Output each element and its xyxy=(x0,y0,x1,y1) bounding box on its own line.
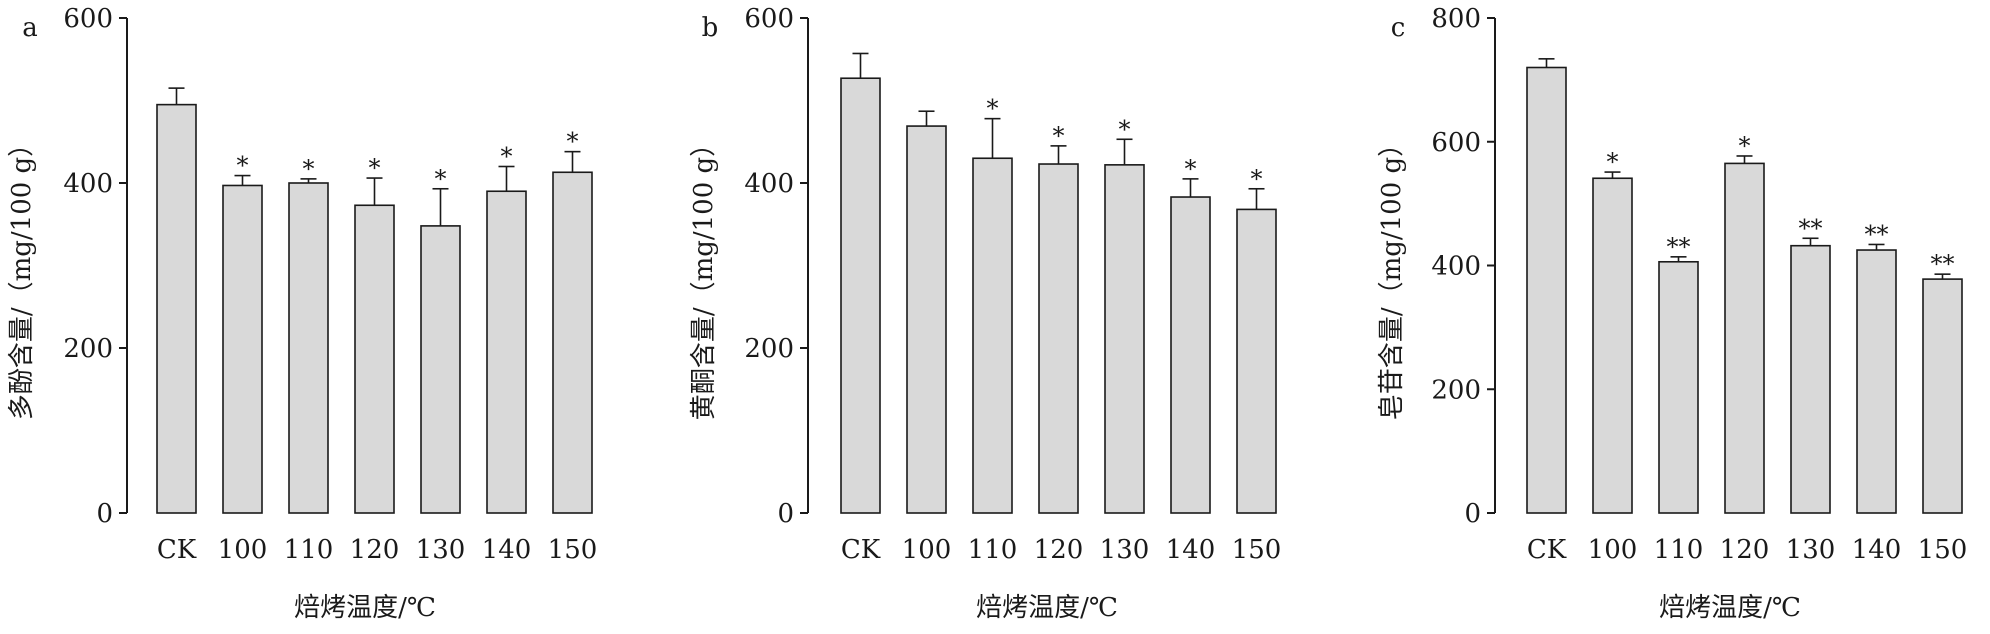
significance-marker: ** xyxy=(1799,214,1823,242)
x-tick-label: 130 xyxy=(416,535,466,565)
x-tick-label: 150 xyxy=(548,535,598,565)
x-tick-label: 140 xyxy=(1166,535,1216,565)
significance-marker: * xyxy=(567,128,579,156)
bar xyxy=(1724,162,1765,514)
bar xyxy=(840,77,881,514)
x-tick-label: 100 xyxy=(1588,535,1638,565)
significance-marker: * xyxy=(369,154,381,182)
y-tick-label: 200 xyxy=(1431,375,1481,405)
bar xyxy=(222,184,263,514)
significance-marker: * xyxy=(1607,148,1619,176)
bar xyxy=(1104,164,1145,514)
y-tick-label: 0 xyxy=(777,499,794,529)
significance-marker: * xyxy=(435,165,447,193)
significance-marker: * xyxy=(1119,115,1131,143)
x-tick-label: 110 xyxy=(968,535,1018,565)
x-tick-label: 140 xyxy=(1852,535,1902,565)
significance-marker: * xyxy=(303,155,315,183)
significance-marker: * xyxy=(1053,122,1065,150)
panel-a: a 0 200 400 600 CK * 100 * 110 * 120 * 130 * 140 * 150 焙烤温… xyxy=(7,4,597,623)
bar xyxy=(156,103,197,514)
bar xyxy=(1592,177,1633,514)
y-axis-title: 皂苷含量/（mg/100 g） xyxy=(1377,131,1407,420)
x-tick-label: CK xyxy=(841,535,881,565)
x-axis-title: 焙烤温度/℃ xyxy=(1659,593,1801,623)
y-tick-label: 400 xyxy=(744,169,794,199)
significance-marker: ** xyxy=(1931,250,1955,278)
significance-marker: * xyxy=(1185,155,1197,183)
y-tick-label: 0 xyxy=(96,499,113,529)
bar xyxy=(288,182,329,514)
y-tick-label: 200 xyxy=(744,334,794,364)
panel-c: c 0 200 400 600 800 CK * 100 ** 110 * 120 ** 130 ** 140 *… xyxy=(1377,4,1967,623)
x-tick-label: 120 xyxy=(1034,535,1084,565)
x-tick-label: 120 xyxy=(1720,535,1770,565)
y-axis-title: 多酚含量/（mg/100 g） xyxy=(7,131,37,420)
bar xyxy=(906,125,947,514)
significance-marker: * xyxy=(501,143,513,171)
bar xyxy=(1038,163,1079,514)
bar xyxy=(1856,249,1897,514)
y-tick-label: 800 xyxy=(1431,4,1481,34)
y-tick-label: 200 xyxy=(63,334,113,364)
panel-letter: b xyxy=(702,13,719,43)
x-tick-label: CK xyxy=(1527,535,1567,565)
bar xyxy=(552,171,593,514)
bar xyxy=(486,190,527,514)
y-tick-label: 600 xyxy=(63,4,113,34)
x-tick-label: 150 xyxy=(1918,535,1968,565)
x-tick-label: 150 xyxy=(1232,535,1282,565)
x-tick-label: 100 xyxy=(218,535,268,565)
bar xyxy=(1790,244,1831,514)
x-tick-label: 110 xyxy=(1654,535,1704,565)
y-tick-label: 400 xyxy=(1431,252,1481,282)
bar xyxy=(1922,278,1963,514)
y-tick-label: 600 xyxy=(1431,128,1481,158)
bar xyxy=(1170,196,1211,514)
bar xyxy=(1526,66,1567,514)
y-tick-label: 600 xyxy=(744,4,794,34)
significance-marker: * xyxy=(237,152,249,180)
x-tick-label: 100 xyxy=(902,535,952,565)
x-tick-label: 130 xyxy=(1100,535,1150,565)
y-tick-label: 400 xyxy=(63,169,113,199)
bar xyxy=(1236,208,1277,514)
significance-marker: * xyxy=(1251,165,1263,193)
x-axis-title: 焙烤温度/℃ xyxy=(294,593,436,623)
x-tick-label: 140 xyxy=(482,535,532,565)
significance-marker: * xyxy=(1739,132,1751,160)
panel-b: b 0 200 400 600 CK 100 * 110 * 120 * 130 * 140 * 150 焙烤温度… xyxy=(689,4,1281,623)
significance-marker: * xyxy=(987,95,999,123)
x-tick-label: 120 xyxy=(350,535,400,565)
panel-letter: a xyxy=(22,13,38,43)
x-tick-label: 130 xyxy=(1786,535,1836,565)
x-axis-title: 焙烤温度/℃ xyxy=(976,593,1118,623)
y-axis-title: 黄酮含量/（mg/100 g） xyxy=(689,131,719,420)
bar xyxy=(420,225,461,514)
panel-letter: c xyxy=(1391,13,1406,43)
bar xyxy=(1658,260,1699,514)
bar xyxy=(972,157,1013,514)
x-tick-label: 110 xyxy=(284,535,334,565)
significance-marker: ** xyxy=(1865,220,1889,248)
x-tick-label: CK xyxy=(157,535,197,565)
bar xyxy=(354,204,395,514)
y-tick-label: 0 xyxy=(1464,499,1481,529)
significance-marker: ** xyxy=(1667,233,1691,261)
